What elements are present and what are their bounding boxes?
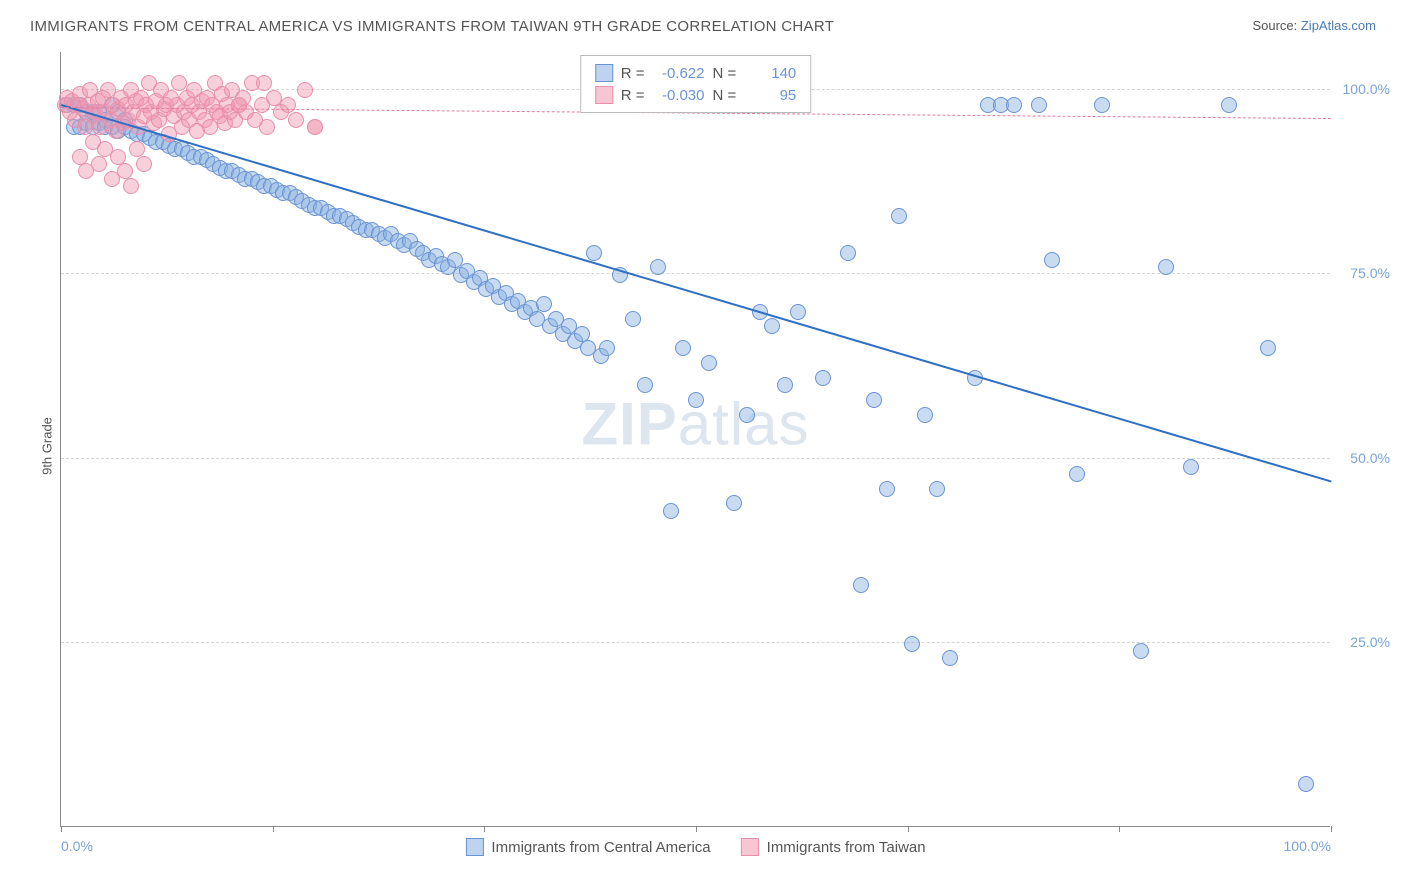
scatter-point: [123, 178, 139, 194]
x-tick-mark: [61, 826, 62, 832]
legend-swatch-blue: [465, 838, 483, 856]
scatter-point: [1094, 97, 1110, 113]
x-tick-label: 0.0%: [61, 838, 93, 854]
scatter-point: [256, 75, 272, 91]
scatter-point: [536, 296, 552, 312]
scatter-point: [1298, 776, 1314, 792]
gridline-horizontal: [61, 273, 1330, 274]
gridline-horizontal: [61, 458, 1330, 459]
scatter-point: [891, 208, 907, 224]
scatter-point: [1006, 97, 1022, 113]
legend-swatch-pink: [741, 838, 759, 856]
bottom-legend-item-1: Immigrants from Central America: [465, 838, 710, 856]
legend-n-label: N =: [713, 65, 737, 82]
scatter-point: [1069, 466, 1085, 482]
scatter-point: [586, 245, 602, 261]
legend-n-label: N =: [713, 87, 737, 104]
scatter-point: [136, 156, 152, 172]
source-attribution: Source: ZipAtlas.com: [1252, 18, 1376, 33]
scatter-point: [777, 377, 793, 393]
scatter-point: [840, 245, 856, 261]
legend-n-value-1: 140: [744, 65, 796, 82]
legend-r-label: R =: [621, 87, 645, 104]
trend-line: [61, 104, 1332, 482]
scatter-point: [726, 495, 742, 511]
y-tick-label: 50.0%: [1350, 450, 1390, 466]
scatter-point: [280, 97, 296, 113]
scatter-point: [929, 481, 945, 497]
scatter-point: [904, 636, 920, 652]
scatter-point: [1260, 340, 1276, 356]
chart-title: IMMIGRANTS FROM CENTRAL AMERICA VS IMMIG…: [30, 18, 834, 35]
scatter-point: [764, 318, 780, 334]
legend-row-series2: R = -0.030 N = 95: [595, 84, 797, 106]
scatter-point: [637, 377, 653, 393]
scatter-point: [688, 392, 704, 408]
chart-plot-area: ZIPatlas R = -0.622 N = 140 R = -0.030 N…: [60, 52, 1330, 827]
y-tick-label: 100.0%: [1343, 81, 1390, 97]
scatter-point: [574, 326, 590, 342]
scatter-point: [1031, 97, 1047, 113]
correlation-legend: R = -0.622 N = 140 R = -0.030 N = 95: [580, 55, 812, 113]
legend-swatch-blue: [595, 64, 613, 82]
y-axis-label: 9th Grade: [39, 417, 54, 475]
legend-row-series1: R = -0.622 N = 140: [595, 62, 797, 84]
scatter-point: [259, 119, 275, 135]
scatter-point: [815, 370, 831, 386]
scatter-point: [91, 156, 107, 172]
scatter-point: [650, 259, 666, 275]
legend-swatch-pink: [595, 86, 613, 104]
source-label: Source:: [1252, 18, 1300, 33]
bottom-legend-label-2: Immigrants from Taiwan: [767, 839, 926, 856]
scatter-point: [1183, 459, 1199, 475]
scatter-point: [72, 149, 88, 165]
scatter-point: [307, 119, 323, 135]
scatter-point: [853, 577, 869, 593]
scatter-point: [625, 311, 641, 327]
scatter-point: [739, 407, 755, 423]
scatter-point: [599, 340, 615, 356]
bottom-legend-label-1: Immigrants from Central America: [491, 839, 710, 856]
scatter-point: [129, 141, 145, 157]
scatter-point: [117, 163, 133, 179]
scatter-point: [663, 503, 679, 519]
scatter-point: [110, 149, 126, 165]
scatter-point: [790, 304, 806, 320]
scatter-point: [171, 75, 187, 91]
scatter-point: [288, 112, 304, 128]
x-tick-mark: [696, 826, 697, 832]
source-link[interactable]: ZipAtlas.com: [1301, 18, 1376, 33]
scatter-point: [1221, 97, 1237, 113]
x-tick-mark: [908, 826, 909, 832]
y-tick-label: 75.0%: [1350, 265, 1390, 281]
scatter-point: [1044, 252, 1060, 268]
scatter-point: [1158, 259, 1174, 275]
x-tick-label: 100.0%: [1284, 838, 1331, 854]
legend-r-label: R =: [621, 65, 645, 82]
legend-r-value-2: -0.030: [653, 87, 705, 104]
legend-r-value-1: -0.622: [653, 65, 705, 82]
scatter-point: [231, 97, 247, 113]
bottom-legend: Immigrants from Central America Immigran…: [465, 838, 925, 856]
bottom-legend-item-2: Immigrants from Taiwan: [741, 838, 926, 856]
x-tick-mark: [1331, 826, 1332, 832]
scatter-point: [675, 340, 691, 356]
scatter-point: [866, 392, 882, 408]
scatter-point: [1133, 643, 1149, 659]
x-tick-mark: [1119, 826, 1120, 832]
y-tick-label: 25.0%: [1350, 634, 1390, 650]
x-tick-mark: [484, 826, 485, 832]
scatter-point: [701, 355, 717, 371]
legend-n-value-2: 95: [744, 87, 796, 104]
scatter-point: [879, 481, 895, 497]
x-tick-mark: [273, 826, 274, 832]
scatter-point: [917, 407, 933, 423]
scatter-point: [942, 650, 958, 666]
scatter-point: [297, 82, 313, 98]
